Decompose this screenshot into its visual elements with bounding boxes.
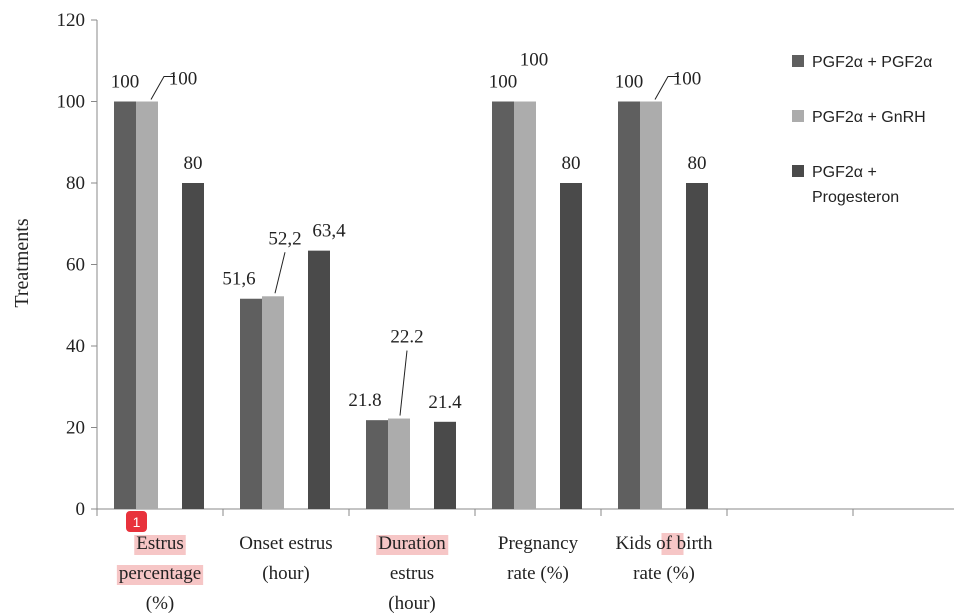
y-tick-label: 100 <box>57 92 86 113</box>
bar <box>308 250 330 509</box>
y-tick-label: 40 <box>66 336 85 357</box>
y-tick-label: 120 <box>57 10 86 31</box>
category-label: (hour) <box>388 593 435 613</box>
legend-label: PGF2α + PGF2α <box>812 54 932 71</box>
axes: 0 20 40 60 80 100 120 <box>57 10 954 520</box>
bar <box>182 183 204 509</box>
annotation-badge <box>126 511 147 532</box>
legend-label: PGF2α + <box>812 164 877 181</box>
leader-line <box>274 252 286 294</box>
data-label: 100 <box>111 72 140 93</box>
data-label: 52,2 <box>268 228 301 249</box>
data-label: 100 <box>169 69 198 90</box>
leader-line <box>399 350 408 416</box>
category-label: rate (%) <box>507 563 569 584</box>
data-label: 22.2 <box>390 327 423 348</box>
data-label: 80 <box>688 153 707 174</box>
category-label: (%) <box>146 593 174 613</box>
data-label: 21.8 <box>348 390 381 411</box>
category-label: Pregnancy <box>498 533 579 554</box>
annotation-badge-label: 1 <box>133 514 141 530</box>
bar <box>262 296 284 509</box>
category-label: estrus <box>390 563 434 584</box>
bar <box>388 418 410 509</box>
data-label: 51,6 <box>222 269 255 290</box>
category-labels: Estrus percentage (%) Onset estrus (hour) Dur… <box>116 511 713 613</box>
bar <box>434 421 456 509</box>
legend-label: Progesteron <box>812 189 899 206</box>
category-label: Onset estrus <box>239 533 332 554</box>
category-label: Duration <box>378 533 446 554</box>
data-label: 63,4 <box>312 221 346 242</box>
legend: PGF2α + PGF2α PGF2α + GnRH PGF2α + Progeste… <box>792 54 932 206</box>
y-axis-label: Treatments <box>11 218 33 307</box>
bar <box>686 183 708 509</box>
leader-line <box>150 76 175 100</box>
category-label: percentage <box>119 563 201 584</box>
category-label: (hour) <box>262 563 309 584</box>
bar <box>640 101 662 509</box>
bar <box>560 183 582 509</box>
bar <box>114 101 136 509</box>
text-highlight <box>661 533 684 555</box>
data-label: 80 <box>562 153 581 174</box>
bar <box>618 101 640 509</box>
legend-swatch <box>792 165 804 177</box>
y-tick-label: 20 <box>66 418 85 439</box>
category-label: Kids of birth <box>615 533 713 554</box>
bar <box>240 298 262 509</box>
data-label: 21.4 <box>428 392 462 413</box>
data-label: 100 <box>520 50 549 71</box>
bar <box>514 101 536 509</box>
bar <box>136 101 158 509</box>
category-label: Estrus <box>136 533 184 554</box>
bar <box>492 101 514 509</box>
legend-swatch <box>792 55 804 67</box>
text-highlight <box>116 565 204 585</box>
data-label: 100 <box>615 72 644 93</box>
leader-line <box>654 76 679 100</box>
text-highlight <box>134 535 186 555</box>
y-tick-label: 80 <box>66 173 85 194</box>
text-highlight <box>376 535 449 555</box>
legend-label: PGF2α + GnRH <box>812 109 926 126</box>
data-label: 100 <box>489 72 518 93</box>
y-tick-label: 0 <box>76 499 86 520</box>
category-label: rate (%) <box>633 563 695 584</box>
y-tick-label: 60 <box>66 255 85 276</box>
data-label: 80 <box>184 153 203 174</box>
bars <box>114 101 708 509</box>
data-label: 100 <box>673 69 702 90</box>
bar <box>366 420 388 509</box>
legend-swatch <box>792 110 804 122</box>
